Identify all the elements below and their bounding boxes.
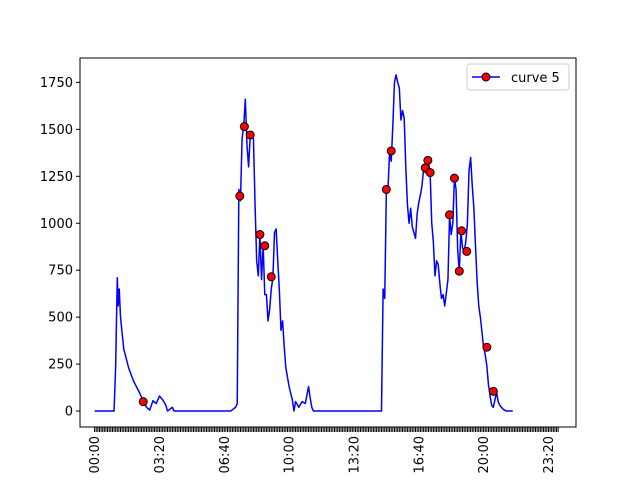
data-point	[260, 241, 270, 251]
data-point	[425, 168, 435, 178]
x-tick-label: 13:20	[347, 436, 362, 473]
plot-frame	[79, 57, 577, 428]
legend-label: curve 5	[511, 71, 560, 86]
data-point	[266, 272, 276, 282]
x-tick-label: 23:20	[542, 436, 557, 473]
data-point	[381, 184, 391, 194]
series-line	[94, 74, 513, 412]
data-point	[449, 173, 459, 183]
legend-box	[466, 63, 570, 91]
data-point	[457, 226, 467, 236]
x-tick-label: 06:40	[218, 436, 233, 473]
x-tick-label: 00:00	[88, 436, 103, 473]
data-point	[386, 146, 396, 156]
data-point	[462, 246, 472, 256]
x-minor-ticks	[94, 427, 559, 432]
y-tick-label: 1750	[40, 76, 73, 91]
data-point	[255, 230, 265, 240]
y-axis: 0 250 500 750 1000 1250 1500 1750	[40, 76, 80, 420]
x-tick-label: 03:20	[153, 436, 168, 473]
y-tick-label: 1000	[40, 217, 73, 232]
data-point	[138, 397, 148, 407]
y-tick-label: 1500	[40, 123, 73, 138]
data-point	[245, 130, 255, 140]
y-tick-label: 250	[48, 358, 73, 373]
legend: curve 5	[466, 63, 570, 91]
data-point	[445, 210, 455, 220]
series-layer	[94, 74, 513, 412]
data-point	[235, 191, 245, 201]
y-tick-label: 1250	[40, 170, 73, 185]
data-point	[454, 266, 464, 276]
data-point	[423, 155, 433, 165]
data-point	[239, 122, 249, 132]
x-tick-label: 16:40	[412, 436, 427, 473]
data-point	[482, 342, 492, 352]
y-tick-label: 750	[48, 264, 73, 279]
y-tick-label: 500	[48, 311, 73, 326]
data-point	[488, 386, 498, 396]
legend-marker	[481, 72, 491, 82]
y-tick-label: 0	[65, 405, 73, 420]
x-tick-label: 20:00	[477, 436, 492, 473]
x-axis: 00:00 03:20 06:40 10:00 13:20 16:40 20:00 23:20	[88, 427, 559, 473]
x-tick-label: 10:00	[283, 436, 298, 473]
